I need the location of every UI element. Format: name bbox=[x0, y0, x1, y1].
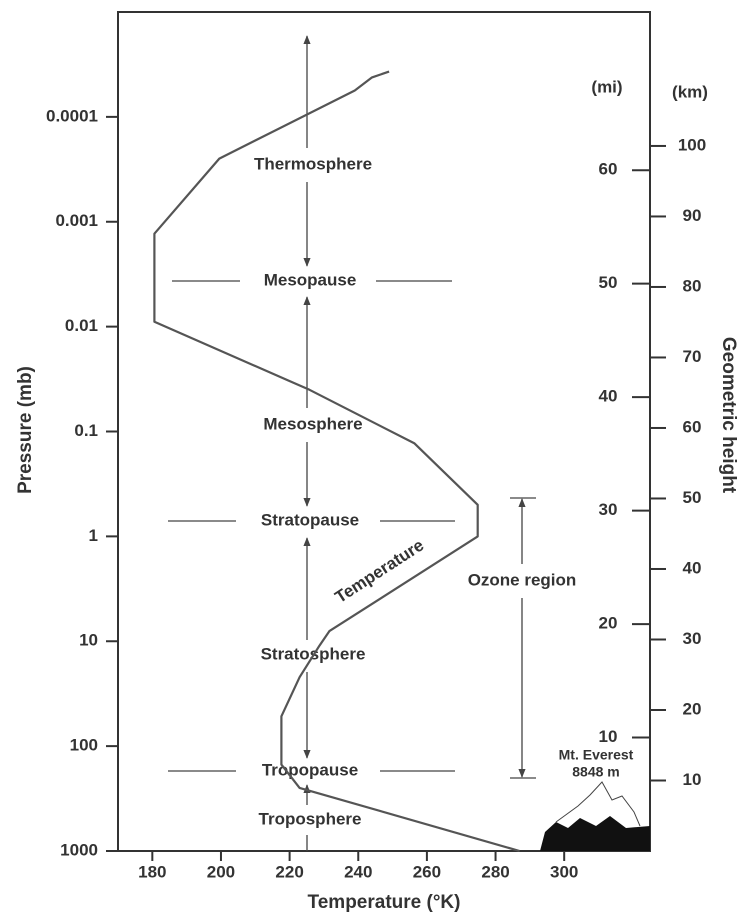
x-tick-label: 260 bbox=[413, 862, 441, 881]
mi-tick-label: 40 bbox=[599, 387, 618, 406]
y-tick-label: 0.001 bbox=[55, 211, 98, 230]
km-tick-label: 10 bbox=[683, 770, 702, 789]
line-label: Temperature bbox=[332, 535, 428, 606]
x-tick-label: 240 bbox=[344, 862, 372, 881]
y-tick-label: 100 bbox=[70, 736, 98, 755]
everest-label: Mt. Everest bbox=[559, 747, 634, 763]
y-tick-label: 10 bbox=[79, 631, 98, 650]
layer-label: Mesosphere bbox=[263, 414, 362, 433]
y-tick-label: 0.1 bbox=[74, 421, 98, 440]
x-tick-label: 180 bbox=[138, 862, 166, 881]
km-tick-label: 40 bbox=[683, 558, 702, 577]
y-tick-label: 0.0001 bbox=[46, 106, 98, 125]
mi-tick-label: 50 bbox=[599, 273, 618, 292]
layer-guides bbox=[168, 35, 536, 851]
x-tick-label: 280 bbox=[481, 862, 509, 881]
mi-tick-label: 60 bbox=[599, 160, 618, 179]
everest-height: 8848 m bbox=[572, 764, 619, 780]
layer-label: Thermosphere bbox=[254, 154, 372, 173]
x-tick-label: 300 bbox=[550, 862, 578, 881]
layer-label: Stratopause bbox=[261, 510, 359, 529]
km-tick-label: 20 bbox=[683, 699, 702, 718]
y-tick-label: 1 bbox=[89, 526, 98, 545]
km-tick-label: 50 bbox=[683, 488, 702, 507]
y-tick-label: 0.01 bbox=[65, 316, 98, 335]
km-tick-label: 90 bbox=[683, 206, 702, 225]
mountain bbox=[540, 816, 650, 851]
km-tick-label: 100 bbox=[678, 135, 706, 154]
mi-unit: (mi) bbox=[591, 77, 622, 96]
y-tick-label: 1000 bbox=[60, 840, 98, 859]
km-unit: (km) bbox=[672, 82, 708, 101]
y-axis-title: Pressure (mb) bbox=[15, 366, 36, 494]
x-axis-title: Temperature (°K) bbox=[308, 892, 461, 913]
ozone-label: Ozone region bbox=[468, 570, 577, 589]
x-tick-label: 200 bbox=[207, 862, 235, 881]
plot-frame bbox=[117, 11, 651, 852]
layer-label: Troposphere bbox=[259, 809, 362, 828]
temperature-line bbox=[153, 70, 520, 853]
km-tick-label: 80 bbox=[683, 276, 702, 295]
layer-label: Tropopause bbox=[262, 760, 358, 779]
km-tick-label: 30 bbox=[683, 629, 702, 648]
km-tick-label: 70 bbox=[683, 347, 702, 366]
mi-tick-label: 10 bbox=[599, 727, 618, 746]
x-tick-label: 220 bbox=[275, 862, 303, 881]
km-tick-label: 60 bbox=[683, 417, 702, 436]
mi-tick-label: 30 bbox=[599, 500, 618, 519]
mi-tick-label: 20 bbox=[599, 614, 618, 633]
height-axis-title: Geometric height bbox=[718, 337, 739, 494]
layer-label: Mesopause bbox=[264, 270, 357, 289]
mountain-outline bbox=[555, 781, 641, 827]
